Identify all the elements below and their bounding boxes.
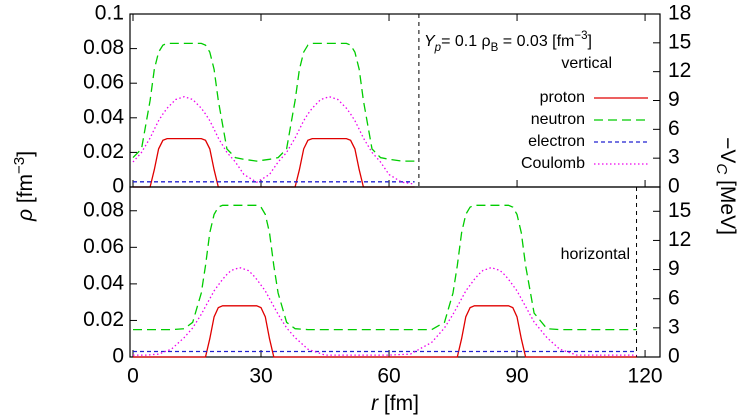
label-part: ρ xyxy=(14,209,37,222)
label-part: −V xyxy=(716,137,739,163)
panel-label: horizontal xyxy=(561,246,630,263)
y-tick-label: 0.06 xyxy=(83,71,124,94)
series-line xyxy=(132,42,415,162)
y-tick-label: 0.02 xyxy=(83,140,124,163)
series-line xyxy=(133,305,637,358)
label-part: [fm xyxy=(14,174,37,209)
y2-tick-label: 6 xyxy=(668,286,680,309)
x-tick-label: 120 xyxy=(628,365,663,388)
y2-tick-label: 0 xyxy=(668,175,680,198)
y2-tick-label: 0 xyxy=(668,345,680,368)
x-tick-label: 60 xyxy=(377,365,400,388)
y-axis-label: ρ [fm−3] xyxy=(11,151,37,222)
label-part: p xyxy=(434,42,442,54)
y-tick-label: 0.02 xyxy=(83,308,124,331)
x-tick-label: 90 xyxy=(505,365,528,388)
label-part: B xyxy=(491,42,499,54)
y-tick-label: 0.04 xyxy=(83,271,124,294)
series-line xyxy=(132,96,415,185)
x-tick-label: 30 xyxy=(249,365,272,388)
label-part: r xyxy=(371,392,379,415)
y-tick-label: 0.08 xyxy=(83,198,124,221)
plot-frame xyxy=(129,186,661,358)
y-tick-label: 0.04 xyxy=(83,105,124,128)
y2-tick-label: 9 xyxy=(668,257,680,280)
legend-label: electron xyxy=(528,133,585,150)
y2-tick-label: 18 xyxy=(668,2,691,25)
series-line xyxy=(133,266,637,356)
y-tick-label: 0 xyxy=(112,175,124,198)
y2-tick-label: 12 xyxy=(668,59,691,82)
x-axis-label: r [fm] xyxy=(371,392,419,415)
series-line xyxy=(133,137,415,188)
y2-tick-label: 9 xyxy=(668,88,680,111)
y-tick-label: 0.08 xyxy=(83,36,124,59)
series-line xyxy=(133,204,637,331)
y2-tick-label: 3 xyxy=(668,315,680,338)
y2-tick-label: 15 xyxy=(668,199,691,222)
label-part: C xyxy=(713,163,730,174)
y-tick-label: 0.06 xyxy=(83,235,124,258)
label-part: Y xyxy=(424,33,436,50)
y2-tick-label: 3 xyxy=(668,146,680,169)
y2-tick-label: 15 xyxy=(668,30,691,53)
y-tick-label: 0 xyxy=(112,345,124,368)
y2-tick-label: 12 xyxy=(668,228,691,251)
label-part: = 0.03 [fm xyxy=(498,33,574,50)
annotation: Yp= 0.1 ρB = 0.03 [fm−3] xyxy=(424,30,592,54)
legend-label: proton xyxy=(540,89,585,106)
y2-tick-label: 6 xyxy=(668,117,680,140)
panel-label: vertical xyxy=(561,55,612,72)
legend-label: Coulomb xyxy=(521,155,585,172)
label-part: [MeV] xyxy=(716,174,739,235)
x-tick-label: 0 xyxy=(127,365,139,388)
y-tick-label: 0.1 xyxy=(95,2,124,25)
label-part: ] xyxy=(14,151,37,157)
legend-label: neutron xyxy=(531,111,585,128)
label-part: −3 xyxy=(574,30,587,42)
label-part: −3 xyxy=(11,157,28,174)
label-part: = 0.1 ρ xyxy=(441,33,491,50)
label-part: ] xyxy=(588,33,592,50)
label-part: [fm] xyxy=(378,392,419,415)
y2-axis-label: −VC [MeV] xyxy=(713,137,739,235)
